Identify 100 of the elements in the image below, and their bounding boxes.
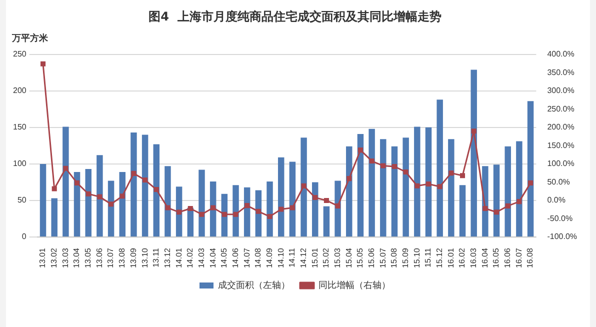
x-tick-label: 13.03: [60, 247, 70, 268]
bar: [516, 141, 522, 236]
point: [403, 169, 408, 174]
point: [74, 180, 80, 186]
point: [324, 198, 329, 203]
point: [312, 195, 318, 200]
point: [346, 176, 352, 182]
point: [108, 202, 114, 207]
bar: [198, 170, 205, 236]
x-tick-label: 13.01: [38, 247, 48, 268]
bar: [436, 100, 443, 236]
x-tick-label: 13.11: [152, 247, 161, 268]
bar: [278, 157, 284, 236]
x-tick-label: 14.08: [254, 247, 263, 268]
bar: [142, 134, 148, 236]
y2-tick-label: -100.0%: [547, 232, 577, 242]
x-tick-label: 14.09: [264, 247, 274, 268]
bar: [85, 169, 92, 236]
point: [86, 191, 91, 196]
point: [244, 203, 250, 208]
x-tick-label: 15.01: [310, 247, 320, 268]
point: [222, 212, 227, 217]
x-tick-label: 15.09: [401, 247, 410, 268]
x-tick-label: 14.07: [242, 247, 252, 268]
point: [290, 205, 295, 210]
point: [392, 164, 397, 170]
x-tick-label: 16.06: [503, 247, 512, 268]
y-tick-label: 0: [22, 232, 27, 242]
point: [165, 205, 170, 210]
legend-label: 同比增幅（右轴）: [318, 280, 390, 290]
bar: [232, 185, 239, 236]
y-tick-label: 50: [17, 196, 27, 205]
bar: [74, 172, 80, 236]
point: [482, 206, 488, 212]
point: [40, 61, 46, 66]
x-tick-label: 16.02: [458, 247, 467, 268]
bar: [391, 146, 398, 236]
x-tick-label: 15.02: [322, 247, 331, 268]
y-tick-label: 200: [12, 86, 27, 96]
bar: [357, 134, 364, 236]
bar: [425, 127, 432, 236]
x-tick-label: 15.03: [333, 247, 342, 268]
bar: [323, 206, 330, 236]
y2-tick-label: 50.0%: [547, 177, 570, 186]
x-tick-label: 15.07: [378, 247, 388, 268]
point: [210, 205, 216, 210]
bar: [493, 164, 500, 236]
y2-tick-label: 350.0%: [547, 68, 574, 77]
x-tick-label: 13.04: [72, 247, 82, 268]
y-axis-title: 万平方米: [11, 33, 49, 44]
point: [516, 199, 522, 204]
y2-tick-label: 100.0%: [547, 159, 574, 168]
x-tick-label: 15.12: [435, 247, 444, 268]
point: [335, 203, 340, 208]
bar: [448, 139, 454, 236]
y-tick-label: 250: [12, 50, 27, 59]
bar: [108, 180, 114, 236]
bar: [244, 187, 250, 236]
x-tick-label: 14.01: [174, 247, 184, 268]
x-tick-label: 13.09: [128, 247, 138, 268]
x-tick-label: 14.02: [186, 247, 195, 268]
x-tick-label: 14.04: [208, 247, 218, 268]
x-tick-label: 14.12: [298, 247, 308, 268]
point: [528, 180, 534, 186]
bar: [40, 164, 46, 236]
x-tick-label: 13.12: [162, 247, 172, 268]
y2-tick-label: 300.0%: [547, 86, 574, 96]
bar: [130, 132, 137, 236]
y2-tick-label: 150.0%: [547, 140, 574, 150]
point: [131, 170, 136, 176]
point: [52, 186, 57, 192]
y2-tick-label: 0.0%: [547, 196, 566, 205]
bar: [210, 181, 216, 236]
point: [460, 173, 466, 178]
x-tick-label: 14.06: [230, 247, 240, 268]
x-tick-label: 13.02: [50, 247, 59, 268]
bar: [414, 126, 420, 236]
x-tick-label: 16.08: [526, 247, 535, 268]
x-tick-label: 16.05: [492, 247, 501, 268]
x-tick-label: 15.10: [412, 247, 422, 268]
x-tick-label: 15.08: [390, 247, 399, 268]
legend-label: 成交面积（左轴）: [218, 280, 290, 290]
bar: [459, 185, 466, 236]
x-tick-label: 13.05: [84, 247, 93, 268]
point: [97, 194, 102, 200]
bar: [51, 198, 58, 236]
bar: [470, 70, 477, 236]
point: [233, 212, 238, 217]
point: [120, 194, 125, 199]
x-tick-label: 14.10: [276, 247, 286, 268]
bar: [380, 139, 386, 236]
x-tick-label: 16.04: [480, 247, 490, 268]
bar: [527, 101, 534, 236]
point: [380, 163, 386, 168]
x-tick-label: 15.04: [344, 247, 354, 268]
point: [505, 203, 510, 208]
bar: [119, 172, 126, 236]
point: [358, 148, 363, 153]
point: [63, 166, 68, 171]
bar: [153, 144, 160, 236]
